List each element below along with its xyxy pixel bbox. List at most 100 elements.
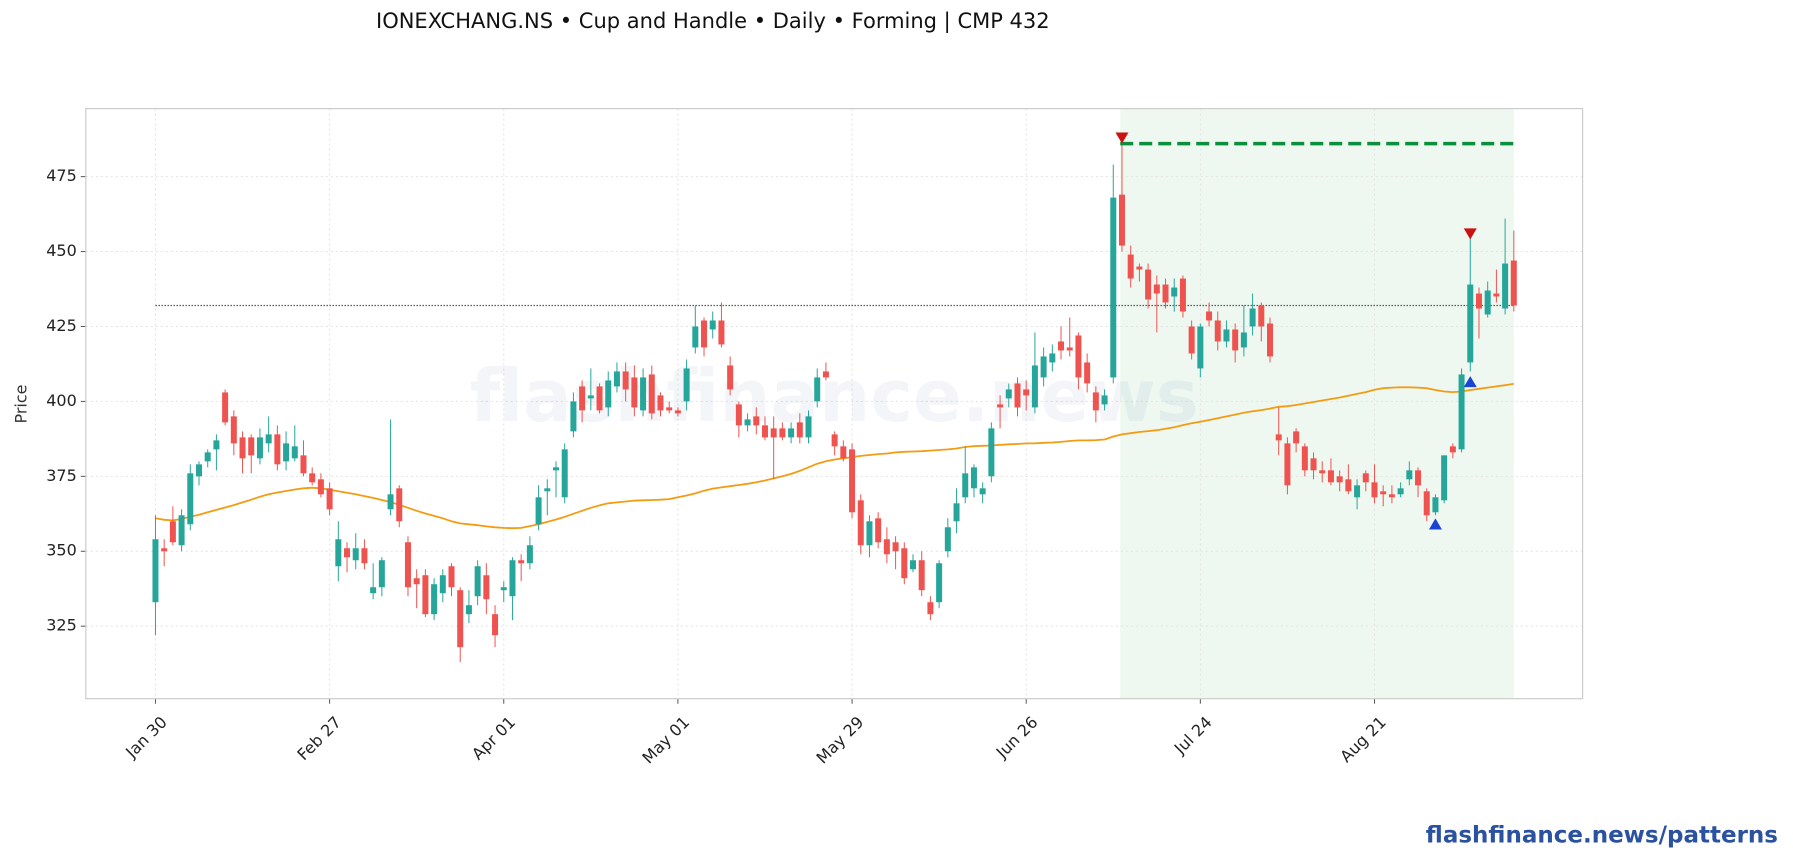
candle-body [727, 365, 734, 390]
candle-body [1388, 494, 1395, 498]
candle-body [431, 584, 438, 615]
candle-body [927, 602, 934, 615]
candle-body [883, 539, 890, 555]
candle-body [195, 464, 202, 477]
candle-body [570, 401, 577, 432]
candle-body [335, 539, 342, 567]
candle-body [1127, 254, 1134, 279]
candle-body [1179, 278, 1186, 312]
candle-body [1327, 470, 1334, 483]
candle-body [465, 605, 472, 615]
candle-body [1502, 263, 1509, 309]
candle-body [918, 560, 925, 591]
candle-body [666, 407, 673, 411]
candle-body [1240, 332, 1247, 348]
candle-body [953, 503, 960, 522]
candle-body [1510, 260, 1517, 306]
x-tick-label: Jun 26 [992, 713, 1042, 763]
candle-body [248, 437, 255, 456]
candle-body [779, 428, 786, 438]
candle-body [849, 449, 856, 513]
candle-body [1406, 470, 1413, 480]
candle-body [1092, 392, 1099, 411]
candle-body [1249, 308, 1256, 327]
candle-body [387, 494, 394, 510]
y-axis-label: Price [12, 384, 31, 423]
x-tick-label: Jan 30 [121, 713, 171, 763]
candle-body [613, 371, 620, 387]
footer-link: flashfinance.news/patterns [1426, 823, 1778, 849]
candle-body [222, 392, 229, 423]
x-tick-label: Feb 27 [293, 713, 344, 764]
candle-body [1162, 284, 1169, 303]
candle-body [875, 518, 882, 543]
candle-body [910, 560, 917, 570]
candle-body [761, 425, 768, 438]
candle-body [579, 386, 586, 411]
candle-body [857, 500, 864, 546]
candle-body [1031, 365, 1038, 408]
candle-body [422, 575, 429, 615]
candle-body [1449, 446, 1456, 453]
candle-body [169, 521, 176, 543]
candle-body [178, 515, 185, 546]
candle-body [370, 587, 377, 594]
candle-body [483, 575, 490, 600]
candle-body [936, 563, 943, 603]
candle-body [718, 320, 725, 345]
candle-body [1118, 194, 1125, 246]
candle-body [1153, 284, 1160, 294]
candle-body [283, 443, 290, 462]
candle-body [674, 410, 681, 414]
x-tick-label: Jul 24 [1170, 713, 1216, 759]
candle-body [892, 542, 899, 552]
candle-body [317, 479, 324, 495]
candle-body [970, 467, 977, 489]
candle-body [239, 437, 246, 459]
candle-body [814, 377, 821, 402]
candle-body [1258, 305, 1265, 327]
candle-body [1397, 488, 1404, 495]
candle-body [552, 467, 559, 471]
candle-body [344, 548, 351, 558]
candle-body [1362, 473, 1369, 483]
candle-body [1188, 326, 1195, 354]
candle-body [1206, 311, 1213, 321]
candle-body [326, 488, 333, 510]
candle-body [535, 497, 542, 525]
moving-average [155, 382, 1514, 530]
candle-body [204, 452, 211, 462]
candle-body [526, 545, 533, 564]
signal-marker [1463, 376, 1477, 388]
candle-body [361, 548, 368, 564]
candle-body [561, 449, 568, 498]
candle-body [962, 473, 969, 498]
candle-body [1415, 470, 1422, 486]
candle-body [1493, 293, 1500, 297]
x-tick-label: May 29 [813, 713, 868, 768]
pattern-region [1120, 108, 1514, 699]
candle-body [1475, 293, 1482, 309]
candle-body [701, 320, 708, 348]
candle-body [1197, 326, 1204, 369]
candle-body [544, 488, 551, 492]
y-tick-label: 425 [46, 316, 77, 335]
candle-body [161, 548, 168, 552]
candle-body [979, 488, 986, 495]
candle-body [657, 395, 664, 411]
candle-body [352, 548, 359, 561]
candle-body [1423, 491, 1430, 516]
x-tick-label: May 01 [638, 713, 693, 768]
candle-body [587, 395, 594, 399]
candle-body [1310, 458, 1317, 471]
candle-body [1101, 395, 1108, 405]
candle-body [1484, 290, 1491, 315]
candle-body [413, 578, 420, 585]
candle-body [596, 386, 603, 411]
candle-body [492, 614, 499, 636]
candle-body [605, 380, 612, 408]
candle-body [509, 560, 516, 597]
candle-body [640, 377, 647, 411]
candle-body [805, 416, 812, 438]
